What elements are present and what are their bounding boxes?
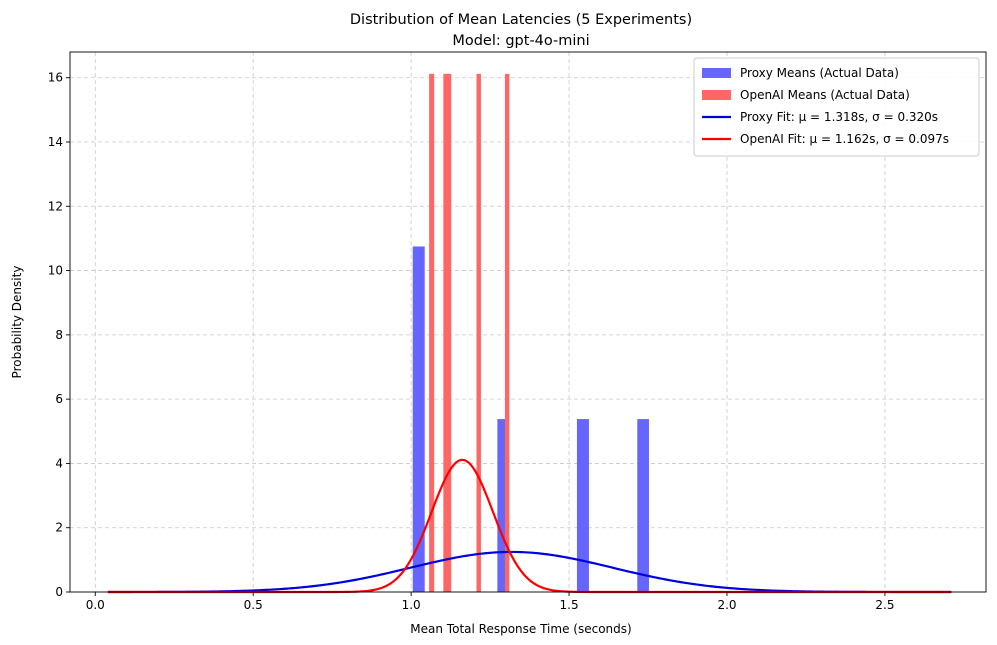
x-tick-label: 2.5 [875,598,894,612]
legend-swatch [702,90,731,100]
legend-label: Proxy Means (Actual Data) [740,66,899,80]
fit-curve-proxy [107,550,952,594]
x-tick-label: 1.5 [560,598,579,612]
y-tick-label: 8 [55,328,63,342]
y-tick-label: 14 [48,135,63,149]
legend-swatch [702,68,731,78]
legend: Proxy Means (Actual Data) OpenAI Means (A… [693,57,980,157]
histogram-bar-openai [443,73,452,593]
histogram-bar-openai [476,73,481,593]
histogram-bar-proxy [412,246,425,592]
plot-frame [69,51,987,593]
histogram-bar-proxy [576,419,589,592]
histogram-bars [412,73,649,593]
x-tick-label: 0.5 [244,598,263,612]
y-tick-label: 6 [55,392,63,406]
y-tick-label: 16 [48,71,63,85]
legend-label: Proxy Fit: μ = 1.318s, σ = 0.320s [740,110,938,124]
y-tick-label: 10 [48,264,63,278]
x-tick-label: 2.0 [717,598,736,612]
histogram-bar-proxy [497,419,509,592]
y-axis-label: Probability Density [10,266,24,379]
x-tick-label: 0.0 [86,598,105,612]
legend-box [693,57,980,157]
y-tick-label: 2 [55,521,63,535]
histogram-bar-openai [504,73,510,593]
x-axis-label: Mean Total Response Time (seconds) [410,622,631,636]
chart-subtitle: Model: gpt-4o-mini [452,33,589,49]
histogram-bar-proxy [637,419,649,592]
fit-curves [107,458,952,594]
y-tick-label: 12 [48,199,63,213]
x-tick-label: 1.0 [402,598,421,612]
fit-curve-openai [107,458,952,594]
axes: 0.0 0.5 1.0 1.5 2.0 2.5 0 2 4 6 8 10 12 14 16 [48,51,987,612]
y-tick-label: 4 [55,456,63,470]
chart-title: Distribution of Mean Latencies (5 Experi… [350,12,692,28]
legend-label: OpenAI Fit: μ = 1.162s, σ = 0.097s [740,132,949,146]
legend-label: OpenAI Means (Actual Data) [740,88,910,102]
y-tick-label: 0 [55,585,63,599]
histogram-bar-openai [429,73,435,593]
